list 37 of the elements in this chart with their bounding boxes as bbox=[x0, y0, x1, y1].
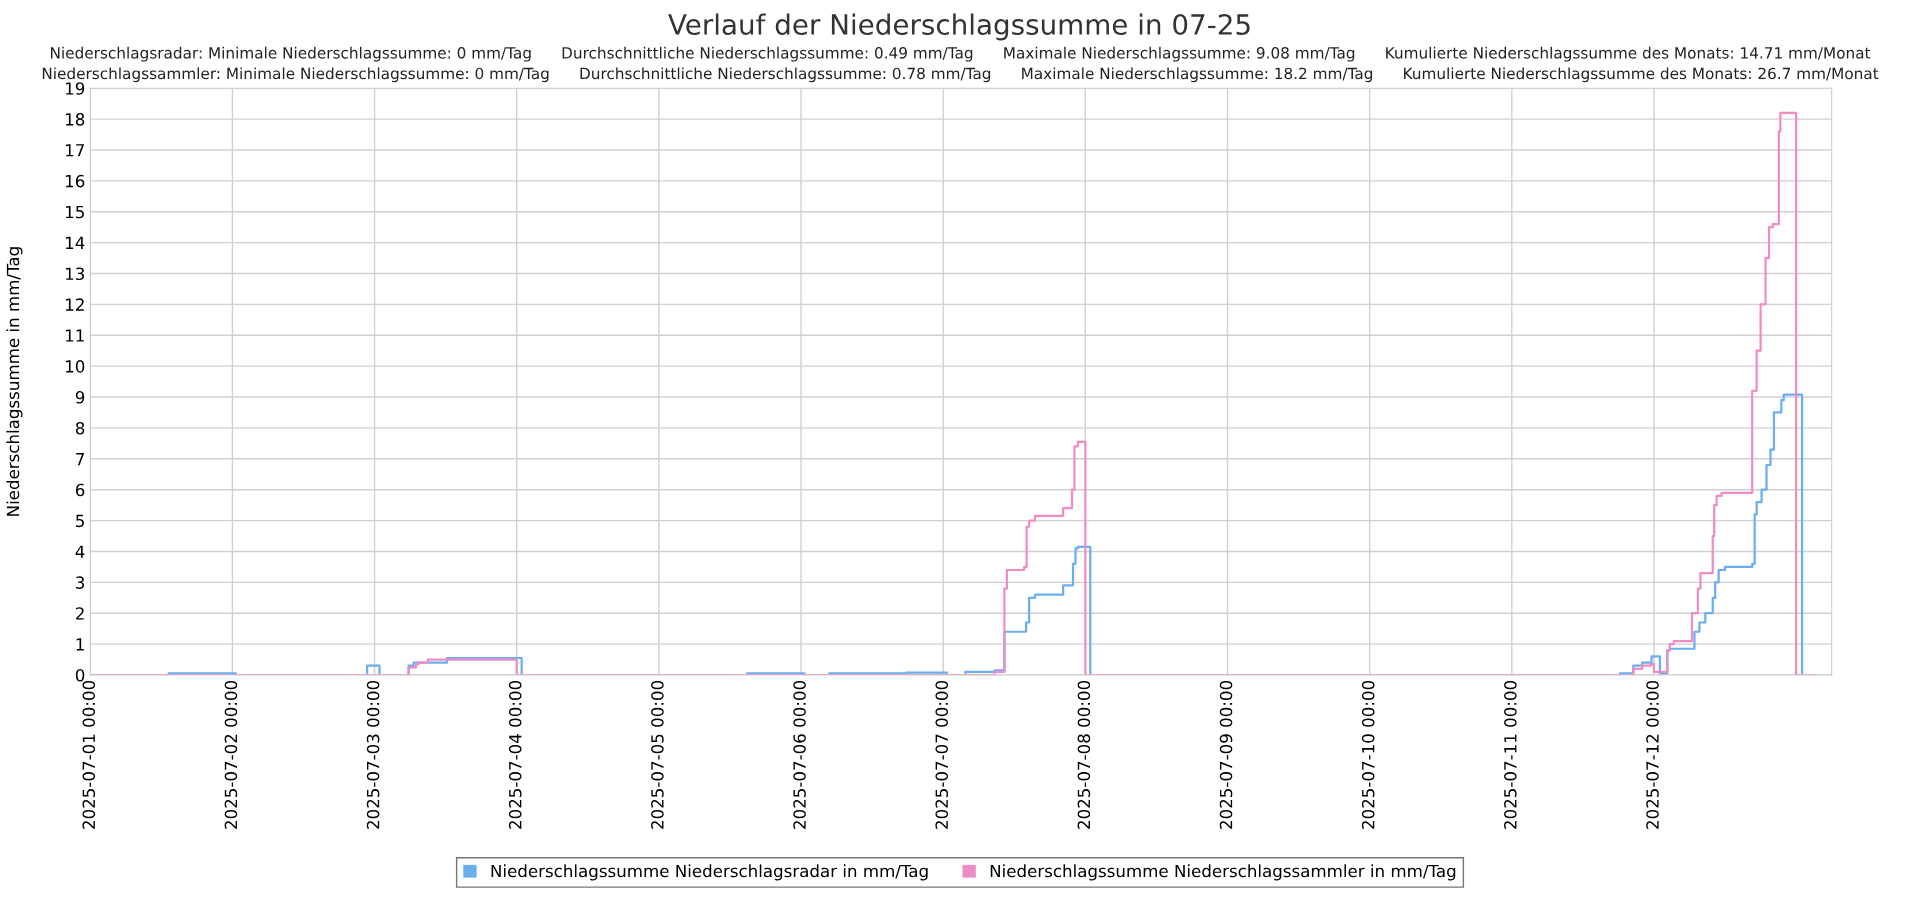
y-tick-label: 10 bbox=[66, 360, 85, 373]
chart-subtitle: Niederschlagsradar: Minimale Niederschlagssumme: 0 mm/Tag Durchschnittliche Niederschlagssumme: 0.49 mm/Tag Maximale Niederschlagssumme: 9.08 mm/Tag Kumulierte Niederschlagssumme des Monats: 14.71 mm/Monat Niederschlagssammler: Minimale Niederschlagssumme: 0 mm/Tag Durchschnittliche Niederschlagssumme: 0.78 mm/Tag Maximale Niederschlagssumme: 18.2 mm/Tag Kumulierte Niederschlagssumme des Monats: 26.7 mm/Monat bbox=[42, 46, 1879, 83]
y-tick-label: 15 bbox=[66, 205, 84, 219]
y-tick-label: 13 bbox=[66, 267, 85, 281]
x-tick-label: 2025-07-11 00:00 bbox=[1504, 680, 1517, 829]
x-tick-label: 2025-07-05 00:00 bbox=[651, 680, 664, 829]
y-tick-label: 7 bbox=[76, 452, 84, 466]
y-tick-label: 6 bbox=[75, 483, 85, 497]
y-tick-label: 1 bbox=[76, 638, 84, 651]
y-tick-label: 17 bbox=[66, 144, 84, 157]
y-tick-label: 18 bbox=[66, 113, 85, 126]
y-tick-label: 11 bbox=[66, 329, 84, 342]
y-axis-title: Niederschlagssumme in mm/Tag bbox=[6, 247, 23, 516]
x-tick-label: 2025-07-03 00:00 bbox=[366, 680, 380, 829]
y-tick-label: 5 bbox=[76, 514, 84, 528]
x-tick-label: 2025-07-12 00:00 bbox=[1646, 680, 1659, 829]
x-tick-label: 2025-07-08 00:00 bbox=[1077, 680, 1091, 829]
chart-title: Verlauf der Niederschlagssumme in 07-25 bbox=[668, 13, 1250, 41]
legend-label: Niederschlagssumme Niederschlagsradar in mm/Tag bbox=[491, 864, 928, 881]
x-tick-label: 2025-07-07 00:00 bbox=[935, 680, 949, 829]
x-tick-label: 2025-07-01 00:00 bbox=[82, 680, 96, 829]
y-tick-label: 14 bbox=[66, 236, 85, 249]
y-tick-label: 19 bbox=[66, 82, 85, 95]
y-tick-label: 9 bbox=[75, 391, 85, 404]
y-tick-label: 16 bbox=[66, 174, 85, 188]
legend-label: Niederschlagssumme Niederschlagssammler in mm/Tag bbox=[990, 864, 1456, 881]
x-tick-label: 2025-07-09 00:00 bbox=[1219, 680, 1233, 829]
y-tick-label: 0 bbox=[75, 668, 85, 682]
x-tick-label: 2025-07-10 00:00 bbox=[1361, 680, 1375, 829]
x-tick-label: 2025-07-04 00:00 bbox=[508, 680, 522, 829]
y-tick-label: 4 bbox=[75, 545, 85, 558]
y-tick-label: 2 bbox=[76, 607, 84, 620]
y-tick-label: 3 bbox=[76, 576, 85, 589]
x-tick-label: 2025-07-06 00:00 bbox=[793, 680, 806, 829]
x-tick-label: 2025-07-02 00:00 bbox=[224, 680, 238, 829]
y-tick-label: 12 bbox=[66, 298, 84, 311]
y-tick-label: 8 bbox=[75, 421, 85, 435]
